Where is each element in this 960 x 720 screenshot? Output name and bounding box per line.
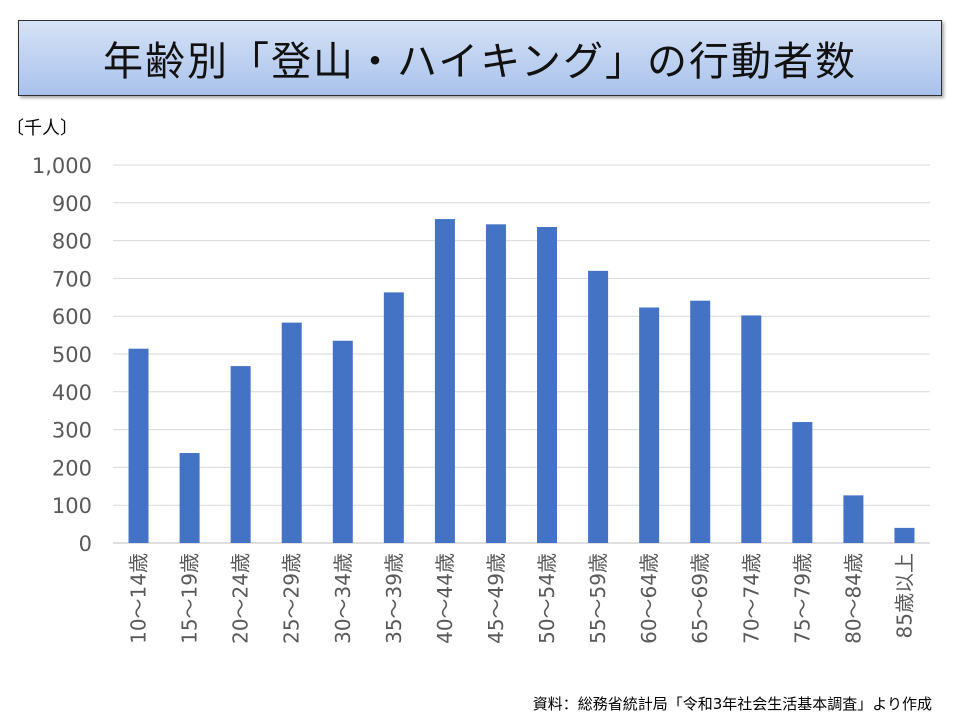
bar (383, 292, 404, 543)
x-tick-label: 35～39歳 (382, 553, 406, 644)
y-unit-label: 〔千人〕 (6, 118, 78, 139)
y-tick-label: 0 (79, 532, 92, 556)
y-tick-label: 300 (52, 419, 92, 443)
x-tick-label: 75～79歳 (790, 553, 814, 644)
x-tick-label: 45～49歳 (484, 553, 508, 644)
source-note: 資料：総務省統計局「令和3年社会生活基本調査」より作成 (532, 695, 932, 713)
bar (179, 453, 200, 543)
bar (434, 219, 455, 543)
chart-title: 年齢別「登山・ハイキング」の行動者数 (103, 39, 857, 85)
x-tick-label: 40～44歳 (433, 553, 457, 644)
x-tick-label: 20～24歳 (229, 553, 253, 644)
bar (588, 270, 609, 543)
x-tick-label: 55～59歳 (586, 553, 610, 644)
y-tick-label: 600 (52, 305, 92, 329)
bar (485, 224, 506, 543)
y-tick-label: 100 (52, 494, 92, 518)
x-tick-label: 15～19歳 (178, 553, 202, 644)
chart-title-box: 年齢別「登山・ハイキング」の行動者数 (18, 20, 942, 96)
y-tick-label: 800 (52, 230, 92, 254)
x-tick-label: 25～29歳 (280, 553, 304, 644)
x-tick-label: 85歳以上 (892, 553, 916, 638)
bar (741, 315, 762, 543)
x-tick-label: 30～34歳 (331, 553, 355, 644)
bar (894, 527, 915, 543)
bar (792, 422, 813, 543)
x-tick-label: 50～54歳 (535, 553, 559, 644)
y-tick-label: 500 (52, 343, 92, 367)
y-tick-label: 700 (52, 267, 92, 291)
x-tick-label: 70～74歳 (739, 553, 763, 644)
bar (281, 322, 302, 543)
bar (230, 366, 251, 543)
bar (332, 340, 353, 543)
y-tick-label: 200 (52, 456, 92, 480)
bar (843, 495, 864, 543)
bar (639, 307, 660, 543)
y-tick-label: 400 (52, 381, 92, 405)
y-tick-label: 900 (52, 192, 92, 216)
x-tick-label: 80～84歳 (841, 553, 865, 644)
x-tick-label: 60～64歳 (637, 553, 661, 644)
bar (690, 300, 711, 543)
x-tick-label: 10～14歳 (127, 553, 151, 644)
y-tick-label: 1,000 (32, 154, 92, 178)
x-tick-label: 65～69歳 (688, 553, 712, 644)
bar (537, 226, 558, 543)
bar (128, 348, 149, 543)
